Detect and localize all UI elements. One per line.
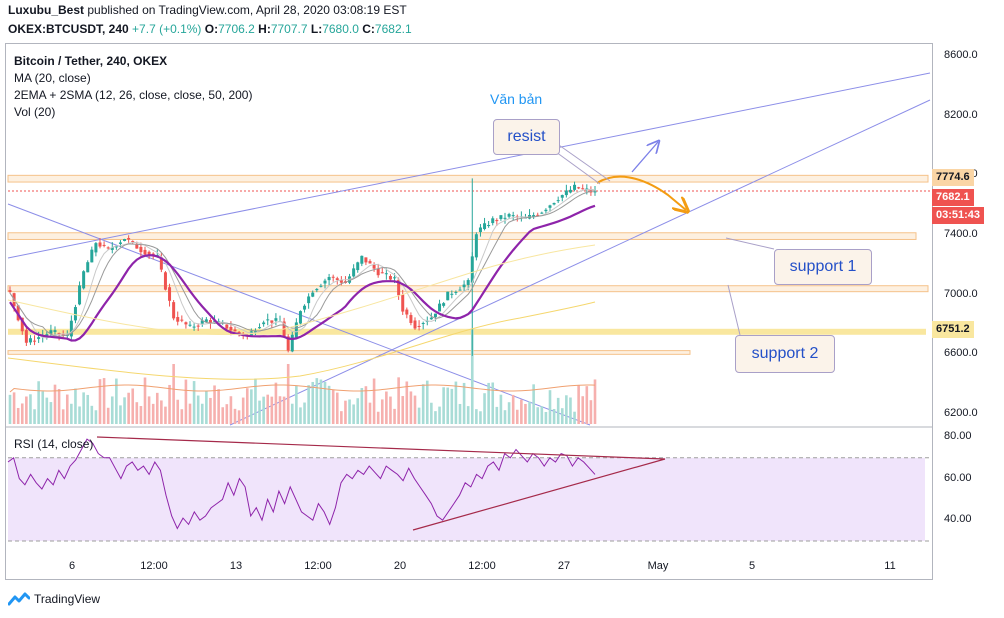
close-value: 7682.1 — [374, 22, 412, 36]
change-value: +7.7 (+0.1%) — [132, 22, 202, 36]
publish-header: Luxubu_Best published on TradingView.com… — [8, 3, 407, 17]
rsi-tick-label: 60.00 — [944, 471, 972, 484]
time-tick-label: 27 — [557, 560, 571, 572]
time-tick-label: 12:00 — [140, 560, 168, 572]
ohlc-bar: OKEX:BTCUSDT, 240 +7.7 (+0.1%) O:7706.2 … — [8, 22, 412, 36]
open-label: O: — [204, 22, 219, 36]
time-tick-label: May — [647, 560, 669, 572]
high-label: H: — [258, 22, 271, 36]
rsi-tick-label: 80.00 — [944, 430, 972, 442]
price-tick-label: 6200.0 — [944, 407, 978, 419]
low-label: L: — [310, 22, 323, 36]
author-name[interactable]: Luxubu_Best — [8, 3, 85, 17]
price-tick-label: 6600.0 — [944, 347, 978, 360]
time-tick-label: 20 — [393, 560, 407, 572]
price-tick-label: 7000.0 — [944, 287, 978, 300]
low-value: 7680.0 — [322, 22, 359, 36]
last-price-tag: 7682.1 — [932, 189, 974, 206]
time-tick-label: 13 — [229, 560, 243, 572]
price-tick-label: 7400.0 — [944, 228, 978, 240]
resist-callout[interactable]: resist — [493, 119, 560, 155]
symbol-label: OKEX:BTCUSDT, 240 — [8, 22, 129, 36]
support-price-tag: 6751.2 — [932, 321, 974, 338]
price-tick-label: 8200.0 — [944, 108, 978, 121]
price-tick-label: 8600.0 — [944, 49, 978, 61]
support-2-callout[interactable]: support 2 — [735, 335, 835, 373]
close-label: C: — [362, 22, 375, 36]
time-tick-label: 11 — [884, 560, 896, 572]
text-note[interactable]: Văn bản — [490, 91, 543, 107]
countdown-tag: 03:51:43 — [932, 207, 985, 224]
brand-name: TradingView — [34, 592, 101, 606]
resist-price-tag: 7774.6 — [932, 169, 974, 186]
chart-frame — [5, 43, 933, 580]
ma-legend[interactable]: MA (20, close) — [14, 71, 91, 85]
chart-legend-title: Bitcoin / Tether, 240, OKEX — [14, 54, 168, 68]
footer-brand[interactable]: TradingView — [8, 592, 100, 606]
time-tick-label: 12:00 — [304, 560, 332, 572]
tradingview-logo-icon — [8, 592, 30, 606]
rsi-legend[interactable]: RSI (14, close) — [14, 437, 94, 451]
rsi-tick-label: 40.00 — [944, 513, 972, 526]
time-tick-label: 6 — [68, 560, 76, 572]
ema-legend[interactable]: 2EMA + 2SMA (12, 26, close, close, 50, 2… — [14, 88, 253, 102]
support-1-callout[interactable]: support 1 — [774, 249, 872, 285]
time-tick-label: 12:00 — [468, 560, 496, 572]
time-tick-label: 5 — [748, 560, 756, 572]
publish-text: published on TradingView.com, April 28, … — [87, 3, 407, 17]
high-value: 7707.7 — [270, 22, 308, 36]
open-value: 7706.2 — [218, 22, 255, 36]
volume-legend[interactable]: Vol (20) — [14, 105, 56, 119]
